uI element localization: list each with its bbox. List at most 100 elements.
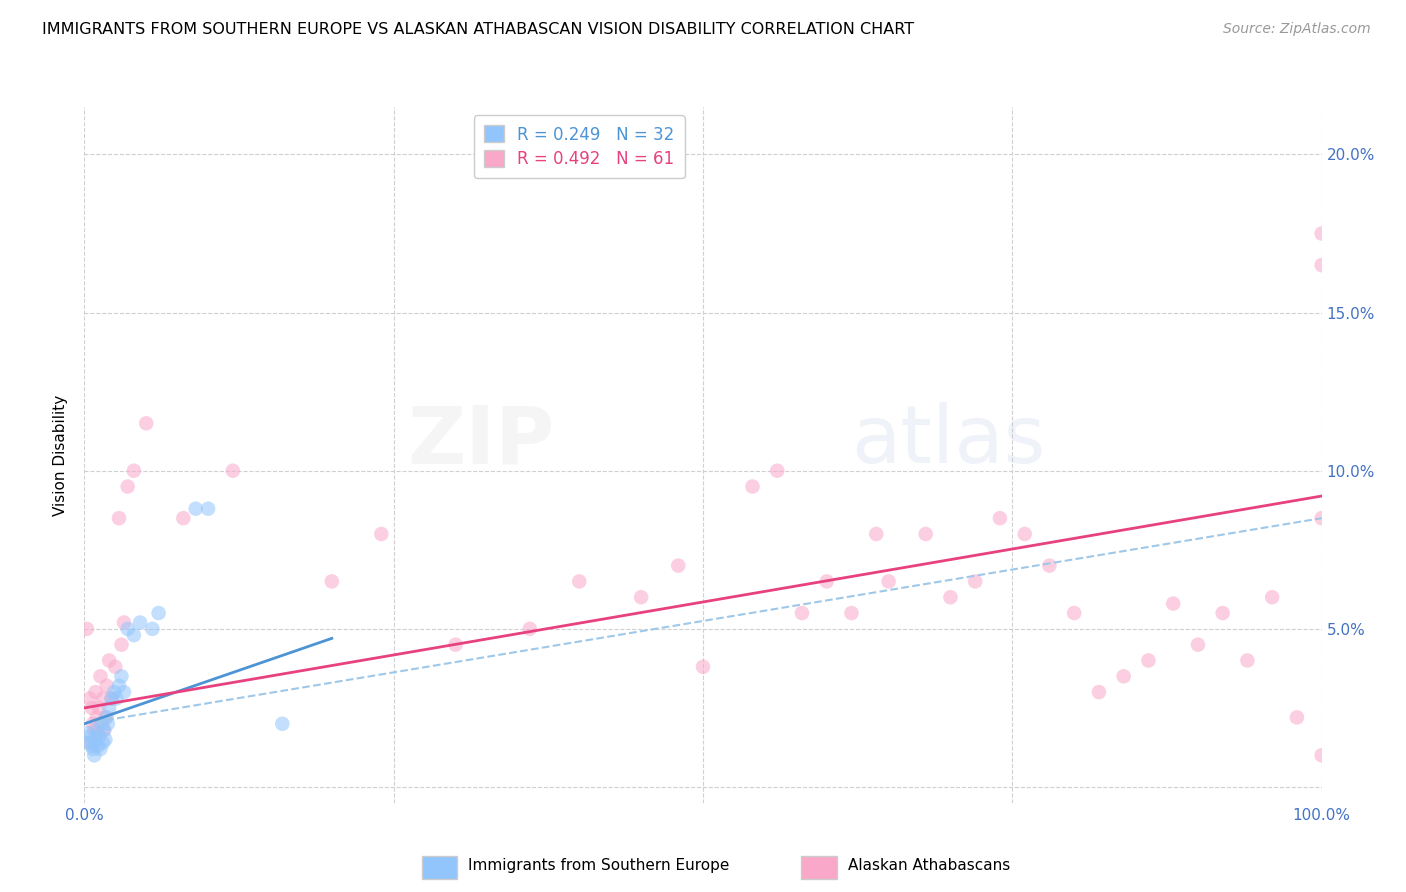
Point [87,726,110,740]
Point [90,716,112,731]
Point [141,622,163,636]
Point [1261,591,1284,605]
Point [108,511,131,525]
Point [89,730,111,744]
Point [122,464,145,478]
Point [108,679,131,693]
Point [77,726,100,740]
Point [1038,558,1060,573]
Point [86,710,108,724]
Point [96,710,118,724]
Point [815,574,838,589]
Point [1112,669,1135,683]
Point [98,701,121,715]
Point [988,511,1011,525]
Point [1212,606,1234,620]
Point [98,653,121,667]
Point [76,622,98,636]
Point [172,511,194,525]
Point [82,716,104,731]
Point [135,417,157,431]
Point [94,710,117,724]
Point [79,691,101,706]
Point [692,660,714,674]
Point [79,736,101,750]
Text: Source: ZipAtlas.com: Source: ZipAtlas.com [1223,22,1371,37]
Point [741,479,763,493]
Point [89,742,111,756]
Point [1285,710,1308,724]
Point [110,638,132,652]
Point [841,606,863,620]
Text: Alaskan Athabascans: Alaskan Athabascans [848,858,1010,872]
Point [766,464,789,478]
Point [444,638,467,652]
Point [122,628,145,642]
Point [666,558,689,573]
Point [914,527,936,541]
Y-axis label: Vision Disability: Vision Disability [53,394,69,516]
Point [965,574,987,589]
Point [84,685,107,699]
Point [104,660,127,674]
Point [1236,653,1258,667]
Point [93,723,115,737]
Point [93,723,115,737]
Point [110,669,132,683]
Text: IMMIGRANTS FROM SOUTHERN EUROPE VS ALASKAN ATHABASCAN VISION DISABILITY CORRELAT: IMMIGRANTS FROM SOUTHERN EUROPE VS ALASK… [42,22,914,37]
Point [1310,227,1333,241]
Point [83,748,105,763]
Point [84,732,107,747]
Point [96,679,118,693]
Point [97,716,120,731]
Point [112,615,135,630]
Point [568,574,591,589]
Point [129,615,152,630]
Point [1063,606,1085,620]
Point [1187,638,1209,652]
Point [197,501,219,516]
Point [630,591,652,605]
Point [222,464,245,478]
Legend: R = 0.249   N = 32, R = 0.492   N = 61: R = 0.249 N = 32, R = 0.492 N = 61 [474,115,685,178]
Point [79,730,101,744]
Point [1088,685,1111,699]
Point [117,622,139,636]
Point [112,685,135,699]
Point [877,574,900,589]
Point [1310,511,1333,525]
Point [87,739,110,753]
Point [148,606,170,620]
Point [519,622,541,636]
Point [1137,653,1160,667]
Point [370,527,392,541]
Point [89,669,111,683]
Point [939,591,962,605]
Point [1310,748,1333,763]
Point [790,606,813,620]
Point [1161,597,1184,611]
Point [103,685,125,699]
Point [865,527,887,541]
Point [94,732,117,747]
Text: atlas: atlas [852,402,1046,480]
Point [89,701,111,715]
Point [184,501,207,516]
Point [80,739,103,753]
Point [271,716,294,731]
Point [86,723,108,737]
Point [79,736,101,750]
Point [83,723,105,737]
Point [1310,258,1333,272]
Text: ZIP: ZIP [408,402,554,480]
Text: Immigrants from Southern Europe: Immigrants from Southern Europe [468,858,730,872]
Point [321,574,343,589]
Point [100,691,122,706]
Point [91,736,114,750]
Point [80,701,103,715]
Point [91,691,114,706]
Point [1014,527,1036,541]
Point [117,479,139,493]
Point [82,742,104,756]
Point [105,691,128,706]
